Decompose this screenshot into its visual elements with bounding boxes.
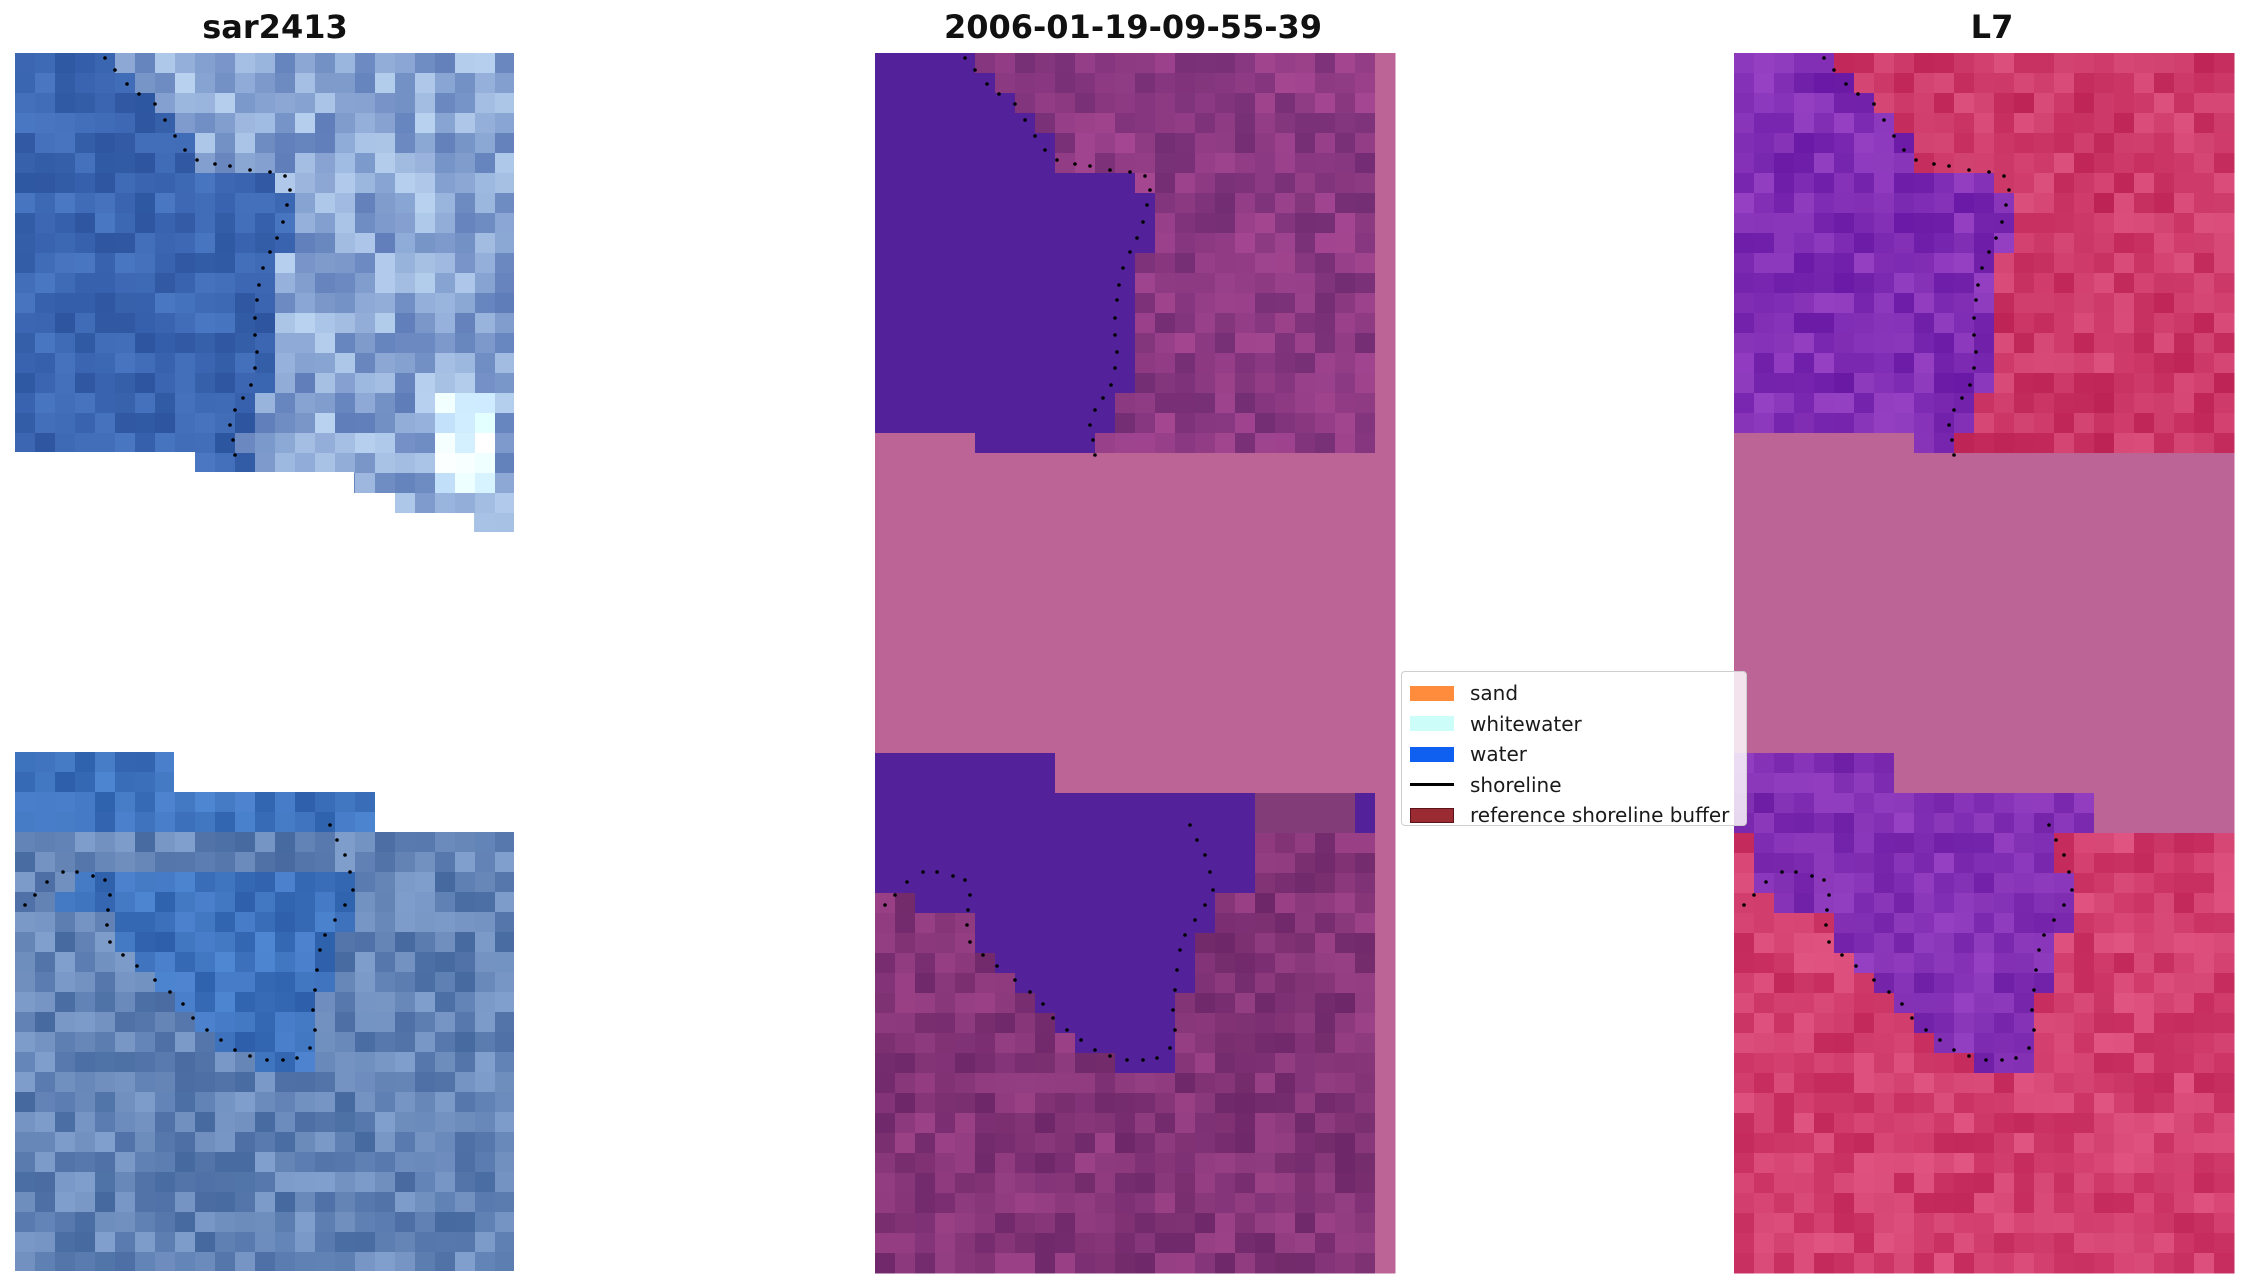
- water-swatch: [1410, 746, 1454, 762]
- mndwi-image: [1734, 53, 2235, 1274]
- shoreline-dots: [23, 56, 355, 1062]
- legend: sand whitewater water shoreline referenc…: [1401, 671, 1747, 826]
- shoreline-dots: [1742, 56, 2074, 1062]
- legend-item-water: water: [1402, 739, 1746, 770]
- panel-title-rgb: sar2413: [202, 8, 348, 46]
- shoreline-dots: [883, 56, 1215, 1062]
- legend-label: shoreline: [1470, 772, 1562, 797]
- legend-label: sand: [1470, 681, 1519, 706]
- sand-swatch: [1410, 685, 1454, 701]
- legend-item-reference-buffer: reference shoreline buffer: [1402, 800, 1746, 826]
- legend-item-sand: sand: [1402, 678, 1746, 709]
- legend-label: whitewater: [1470, 711, 1582, 736]
- legend-label: water: [1470, 742, 1527, 767]
- classification-image: [875, 53, 1396, 1274]
- legend-item-whitewater: whitewater: [1402, 709, 1746, 740]
- rgb-top-tile: [15, 53, 514, 532]
- panel-title-classification: 2006-01-19-09-55-39: [943, 8, 1323, 46]
- shoreline-line-swatch: [1410, 783, 1454, 787]
- panel-title-mndwi: L7: [1970, 8, 2014, 46]
- legend-label: reference shoreline buffer: [1470, 803, 1730, 826]
- reference-buffer-swatch: [1410, 807, 1454, 823]
- whitewater-swatch: [1410, 716, 1454, 732]
- legend-item-shoreline: shoreline: [1402, 770, 1746, 801]
